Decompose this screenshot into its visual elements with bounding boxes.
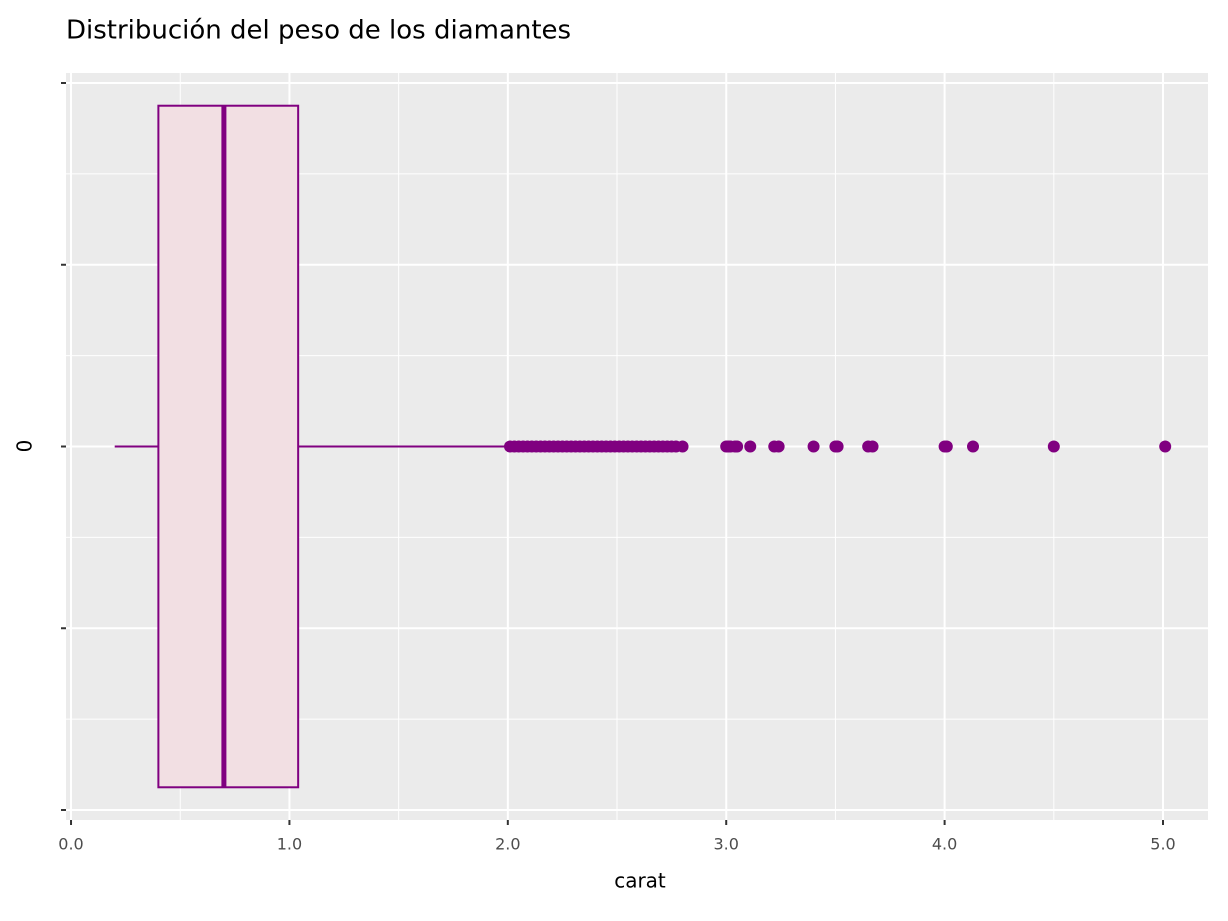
- x-tick-label: 3.0: [713, 835, 738, 854]
- outlier: [1047, 440, 1060, 453]
- outlier: [940, 440, 953, 453]
- x-axis-title: carat: [614, 869, 666, 893]
- x-tick-label: 1.0: [277, 835, 302, 854]
- outlier: [1159, 440, 1172, 453]
- outlier: [772, 440, 785, 453]
- outlier: [866, 440, 879, 453]
- x-tick-label: 0.0: [58, 835, 83, 854]
- outlier: [676, 440, 689, 453]
- x-tick-label: 5.0: [1150, 835, 1175, 854]
- x-tick-label: 4.0: [932, 835, 957, 854]
- box: [157, 104, 300, 789]
- outlier: [807, 440, 820, 453]
- outlier: [831, 440, 844, 453]
- y-axis-title: 0: [13, 440, 37, 453]
- chart-title: Distribución del peso de los diamantes: [66, 16, 571, 46]
- outlier: [731, 440, 744, 453]
- outlier: [967, 440, 980, 453]
- outlier: [744, 440, 757, 453]
- x-tick-label: 2.0: [495, 835, 520, 854]
